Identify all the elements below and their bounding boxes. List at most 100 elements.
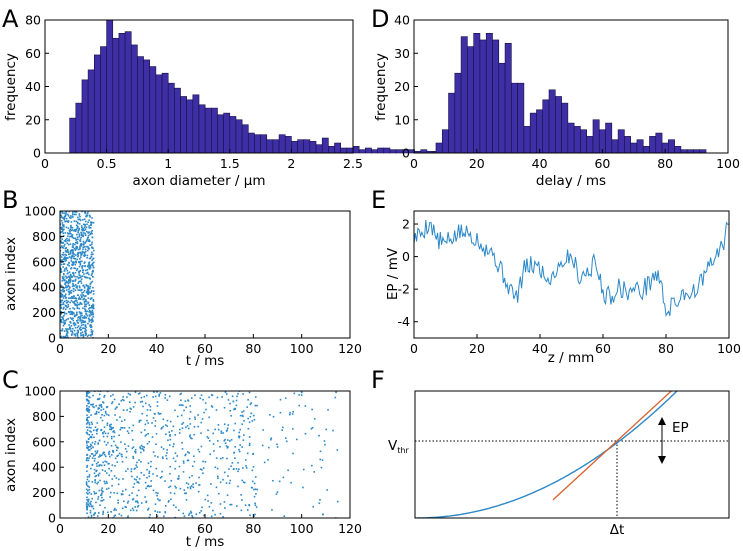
chart-b-xtick-label: 40 — [149, 341, 165, 356]
chart-c-spike — [284, 397, 287, 400]
chart-d-bar — [523, 126, 531, 154]
chart-c-spike — [102, 401, 105, 404]
chart-c-spike — [137, 504, 140, 507]
chart-c-spike — [87, 499, 89, 502]
chart-c-spike — [121, 490, 124, 492]
chart-b-ytick-label: 200 — [32, 305, 56, 320]
chart-c-spike — [106, 422, 109, 425]
chart-b-spike — [83, 229, 86, 232]
chart-c-spike — [205, 408, 207, 411]
chart-c-spike — [85, 484, 88, 486]
chart-b-spike — [63, 245, 65, 247]
chart-c-spike — [137, 489, 140, 492]
chart-b-spike — [79, 263, 82, 266]
chart-c-spike — [162, 457, 164, 459]
chart-c-spike — [166, 399, 169, 401]
chart-c-ytick-label: 1000 — [24, 384, 56, 399]
chart-b-spike — [65, 220, 68, 223]
chart-b-spike — [83, 226, 86, 229]
chart-c-spike — [98, 393, 101, 396]
chart-c-spike — [88, 491, 91, 494]
chart-c-spike — [88, 423, 91, 426]
chart-c-spike — [215, 486, 218, 489]
chart-b-spike — [74, 314, 76, 316]
chart-c-spike — [106, 413, 108, 416]
chart-c-spike — [195, 513, 198, 515]
chart-c-spike — [234, 446, 237, 448]
chart-c-spike — [86, 391, 89, 393]
chart-b-spike — [75, 220, 78, 223]
chart-b-spike — [69, 250, 72, 253]
chart-b-spike — [87, 322, 89, 325]
chart-b-spike — [81, 317, 84, 319]
chart-d-ytick-label: 40 — [394, 13, 410, 28]
chart-c-spike — [85, 391, 88, 394]
chart-b-spike — [77, 297, 80, 300]
chart-b-spike — [65, 334, 68, 337]
chart-a-bar — [143, 59, 151, 154]
chart-d-ytick-label: 30 — [394, 46, 410, 61]
chart-c-spike — [187, 483, 190, 485]
chart-c-spike — [216, 396, 219, 399]
chart-c-spike — [106, 391, 109, 393]
chart-b-spike — [62, 316, 64, 319]
chart-f-threshold-schematic: EP Vthr Δt — [388, 390, 730, 538]
chart-b-spike — [90, 264, 93, 266]
chart-c-spike — [157, 412, 160, 414]
chart-c-spike — [202, 467, 205, 469]
chart-b-spike — [87, 287, 90, 290]
chart-b-spike — [65, 214, 67, 217]
chart-c-spike — [172, 445, 174, 448]
chart-c-spike — [230, 503, 233, 506]
chart-b-spike — [60, 289, 63, 292]
chart-b-spike — [92, 276, 94, 278]
chart-b-spike — [60, 259, 62, 262]
chart-c-spike — [158, 413, 161, 415]
chart-b-spike — [60, 241, 62, 244]
chart-b-spike — [72, 211, 74, 213]
chart-c-spike — [86, 433, 89, 435]
chart-c-spike — [239, 414, 242, 417]
chart-a-ytick-label: 80 — [25, 13, 41, 28]
chart-c-spike — [194, 416, 196, 419]
chart-c-spike — [241, 414, 244, 417]
chart-c-spike — [272, 479, 274, 482]
chart-c-spike — [210, 483, 212, 485]
chart-b-spike — [60, 246, 62, 249]
chart-c-spike — [152, 451, 155, 453]
chart-c-spike — [198, 511, 201, 514]
chart-b-spike — [79, 316, 82, 318]
chart-c-spike — [125, 506, 127, 508]
chart-c-spike — [130, 408, 132, 410]
chart-c-spike — [181, 423, 183, 425]
chart-b-spike — [78, 228, 80, 230]
chart-a-xtick-label: 1.5 — [220, 156, 240, 171]
chart-b-spike — [61, 299, 64, 302]
chart-b-spike — [67, 281, 69, 283]
chart-c-spike — [238, 450, 241, 453]
chart-c-spike — [100, 489, 103, 491]
chart-c-spike — [95, 462, 98, 465]
chart-a-xlabel: axon diameter / µm — [132, 173, 265, 189]
chart-c-spike — [241, 446, 243, 448]
chart-b-spike — [72, 271, 74, 274]
chart-c-spike — [90, 505, 93, 507]
chart-b-spike — [67, 328, 69, 330]
chart-c-spike — [216, 440, 219, 442]
chart-c-spike — [227, 424, 230, 426]
chart-c-spike — [111, 478, 114, 480]
chart-c-spike — [87, 408, 89, 410]
chart-c-spike — [121, 455, 123, 458]
chart-c-spike — [86, 410, 89, 412]
chart-c-spike — [246, 406, 249, 408]
chart-b-spike — [86, 212, 89, 215]
chart-c-spike — [219, 445, 221, 448]
chart-c-spike — [180, 404, 183, 406]
chart-b-spike — [90, 307, 92, 309]
chart-b-spike — [65, 254, 68, 257]
chart-b-spike — [88, 263, 90, 265]
chart-b-spike — [70, 267, 73, 269]
chart-c-spike — [197, 425, 199, 428]
chart-c-spike — [127, 515, 129, 517]
